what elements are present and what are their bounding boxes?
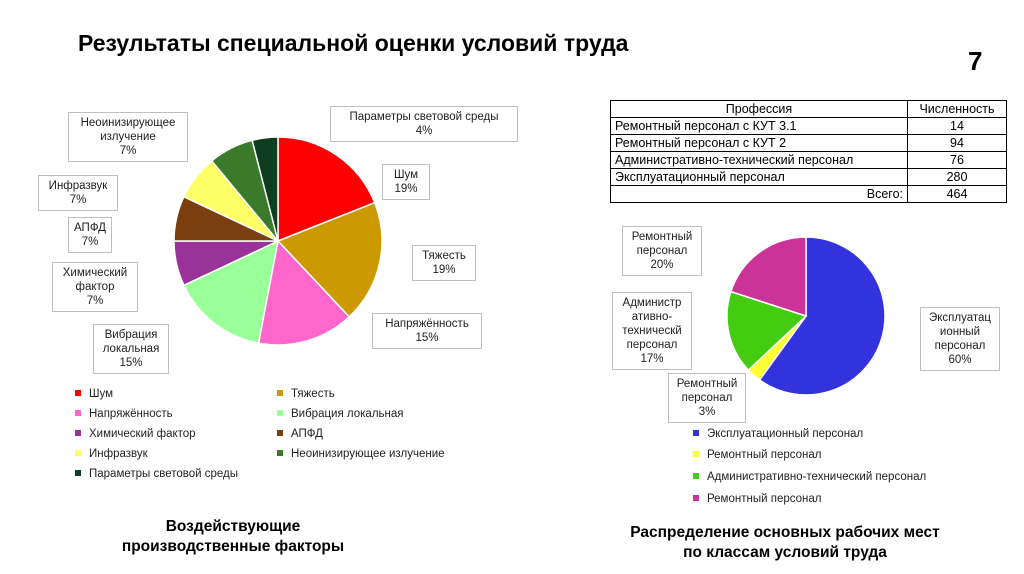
pie-slice-1-3 — [729, 236, 807, 318]
pie-slice-0-0 — [277, 136, 376, 243]
legend-item: Эксплуатационный персонал — [693, 428, 863, 440]
table-cell: 76 — [907, 151, 1007, 169]
callout-chemical: Химический фактор 7% — [52, 262, 138, 312]
table-row: Ремонтный персонал с КУТ 3.1 14 — [610, 117, 1007, 135]
slide-number: 7 — [968, 46, 983, 76]
table-row: Эксплуатационный персонал 280 — [610, 168, 1007, 186]
table-header-row: Профессия Численность — [610, 100, 1007, 118]
table-row: Ремонтный персонал с КУТ 2 94 — [610, 134, 1007, 152]
legend-swatch — [277, 409, 283, 416]
table-cell: Эксплуатационный персонал — [610, 168, 908, 186]
legend-swatch — [277, 389, 283, 396]
legend-item: Ремонтный персонал — [693, 449, 821, 461]
callout-light-params: Параметры световой среды 4% — [330, 106, 518, 142]
legend-swatch — [693, 450, 699, 457]
table-header: Численность — [907, 100, 1007, 118]
legend-item: Административно-технический персонал — [693, 471, 926, 483]
table-cell: 14 — [907, 117, 1007, 135]
callout-non-ionizing: Неоинизирующее излучение 7% — [68, 112, 188, 162]
legend-item: Напряжённость — [75, 408, 173, 420]
table-total-label: Всего: — [610, 185, 908, 203]
legend-swatch — [277, 429, 283, 436]
legend-swatch — [75, 449, 81, 456]
table-header: Профессия — [610, 100, 908, 118]
callout-repair-3: Ремонтный персонал 3% — [668, 373, 746, 423]
table-total-row: Всего: 464 — [610, 185, 1007, 203]
table-cell: 280 — [907, 168, 1007, 186]
legend-item: Тяжесть — [277, 388, 335, 400]
callout-heaviness: Тяжесть 19% — [412, 245, 476, 281]
legend-swatch — [75, 429, 81, 436]
legend-item: АПФД — [277, 428, 323, 440]
callout-apfd: АПФД 7% — [68, 217, 112, 253]
callout-operational: Эксплуатац ионный персонал 60% — [920, 307, 1000, 371]
table-cell: 94 — [907, 134, 1007, 152]
legend-swatch — [693, 429, 699, 436]
legend-swatch — [277, 449, 283, 456]
legend-item: Ремонтный персонал — [693, 493, 821, 505]
legend-item: Вибрация локальная — [277, 408, 404, 420]
legend-swatch — [693, 472, 699, 479]
legend-item: Химический фактор — [75, 428, 196, 440]
callout-infrasound: Инфразвук 7% — [38, 175, 118, 211]
slide-title: Результаты специальной оценки условий тр… — [78, 30, 629, 56]
callout-repair-20: Ремонтный персонал 20% — [622, 226, 702, 276]
pie-slice-0-2 — [257, 239, 351, 346]
pie-slice-0-8 — [251, 136, 279, 242]
legend-item: Параметры световой среды — [75, 468, 238, 480]
pie-slice-0-3 — [182, 239, 280, 345]
legend-item: Инфразвук — [75, 448, 148, 460]
legend-item: Шум — [75, 388, 113, 400]
callout-noise: Шум 19% — [382, 164, 430, 200]
callout-vibration: Вибрация локальная 15% — [93, 324, 169, 374]
caption-right: Распределение основных рабочих мест по кл… — [630, 524, 940, 561]
pie-slice-1-0 — [758, 236, 886, 396]
callout-tension: Напряжённость 15% — [372, 313, 482, 349]
pie-slice-0-1 — [276, 201, 383, 318]
table-cell: Административно-технический персонал — [610, 151, 908, 169]
legend-swatch — [693, 494, 699, 501]
profession-table: Профессия Численность Ремонтный персонал… — [610, 100, 1007, 203]
caption-left: Воздействующие производственные факторы — [121, 518, 345, 555]
legend-swatch — [75, 409, 81, 416]
table-row: Административно-технический персонал 76 — [610, 151, 1007, 169]
legend-swatch — [75, 469, 81, 476]
legend-item: Неоинизирующее излучение — [277, 448, 445, 460]
table-cell: Ремонтный персонал с КУТ 3.1 — [610, 117, 908, 135]
table-total-value: 464 — [907, 185, 1007, 203]
table-cell: Ремонтный персонал с КУТ 2 — [610, 134, 908, 152]
callout-admin-tech: Администр ативно-техническй персонал 17% — [612, 292, 692, 370]
pie-slice-1-2 — [726, 290, 808, 372]
legend-swatch — [75, 389, 81, 396]
